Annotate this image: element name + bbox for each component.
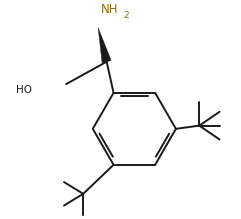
Text: NH: NH [101,3,119,16]
Text: HO: HO [16,85,32,95]
Text: 2: 2 [124,11,129,19]
Polygon shape [98,28,111,63]
